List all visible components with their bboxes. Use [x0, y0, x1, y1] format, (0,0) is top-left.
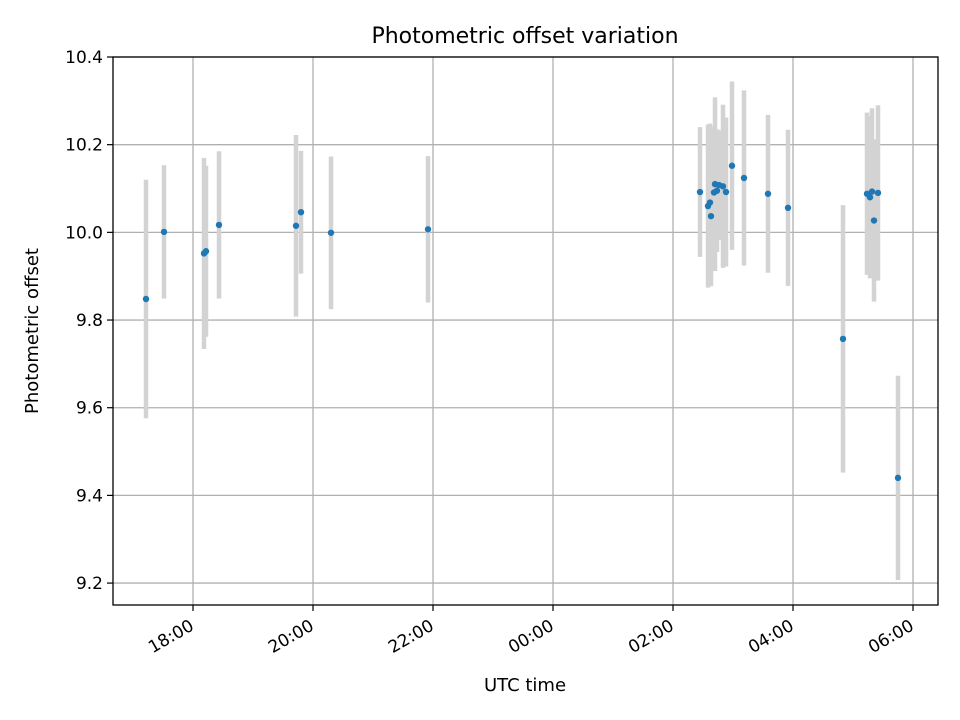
data-point	[870, 217, 878, 224]
data-point	[866, 194, 874, 201]
y-tick-label: 9.2	[76, 574, 103, 594]
data-point	[784, 204, 792, 212]
y-tick-label: 9.4	[76, 486, 103, 506]
data-point	[894, 474, 902, 482]
chart-title: Photometric offset variation	[371, 24, 678, 49]
y-tick-label: 9.8	[76, 311, 103, 331]
plot-frame	[112, 56, 939, 606]
data-point	[764, 190, 772, 197]
data-point	[868, 188, 876, 195]
y-tick-label: 10.0	[65, 223, 103, 243]
data-point	[728, 162, 736, 169]
data-point	[202, 248, 210, 255]
data-points	[142, 162, 902, 482]
y-tick-label: 9.6	[76, 399, 103, 419]
data-point	[160, 228, 168, 236]
data-point	[706, 199, 714, 206]
data-point	[215, 221, 223, 229]
data-point	[424, 226, 432, 233]
data-point	[722, 188, 730, 196]
data-point	[696, 188, 704, 196]
data-point	[142, 295, 150, 303]
y-axis-label: Photometric offset	[22, 248, 43, 414]
data-point	[707, 212, 715, 220]
data-point	[874, 189, 882, 197]
data-point	[292, 222, 300, 229]
data-point	[719, 183, 727, 190]
y-tick-label: 10.4	[65, 48, 103, 68]
data-point	[839, 335, 847, 343]
data-point	[297, 208, 305, 216]
x-axis-label: UTC time	[484, 675, 566, 696]
data-point	[740, 174, 748, 182]
data-point	[713, 187, 721, 194]
data-point	[327, 229, 335, 236]
y-tick-label: 10.2	[65, 136, 103, 156]
